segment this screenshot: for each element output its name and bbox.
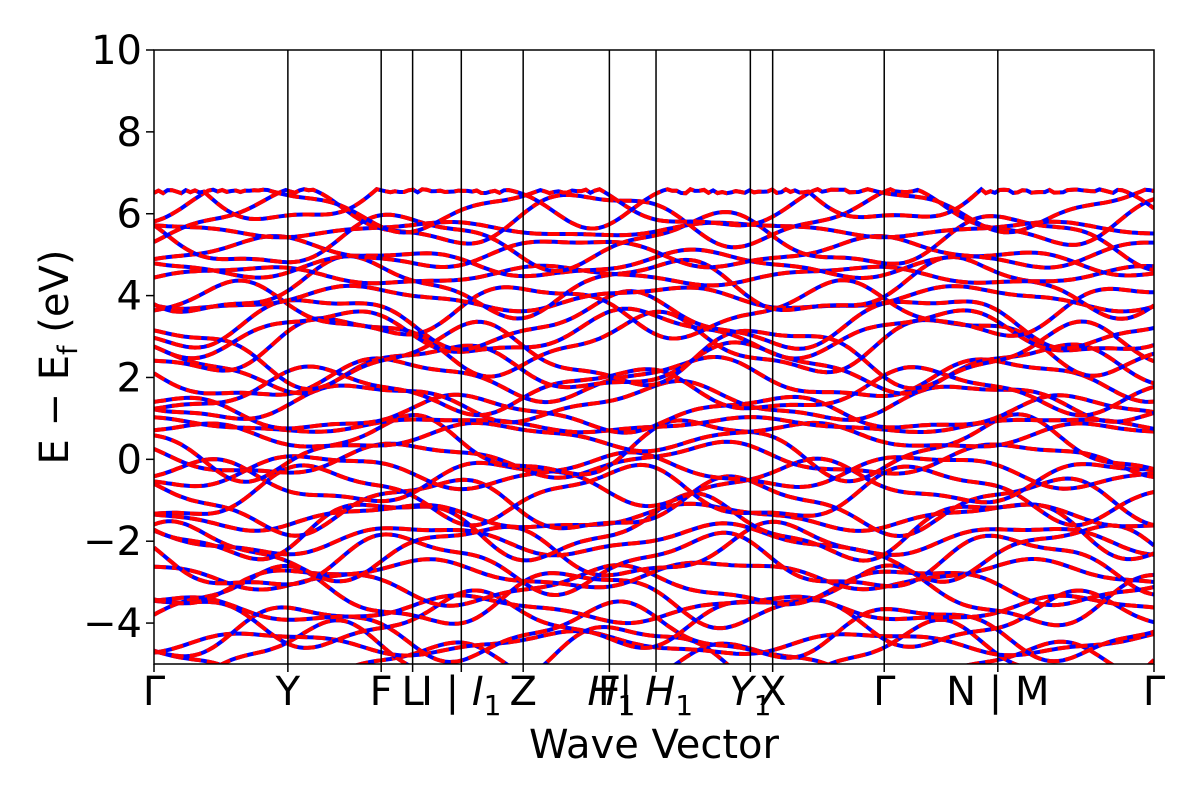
x-tick-label: Γ — [873, 669, 896, 715]
band-spin-up — [154, 392, 1154, 435]
band-spin-down — [154, 289, 1154, 352]
band-spin-down — [154, 186, 1154, 231]
plot-frame — [153, 49, 1155, 665]
x-axis-title: Wave Vector — [529, 722, 780, 768]
x-tick-label: Y1 — [729, 669, 771, 722]
band-spin-down — [154, 392, 1154, 435]
band-spin-down — [154, 501, 1154, 533]
band-spin-down — [154, 209, 1154, 273]
band-spin-down — [154, 319, 1154, 392]
y-tick-label: 10 — [91, 28, 142, 74]
y-tick-label: −4 — [83, 601, 142, 647]
band-spin-down — [154, 639, 1115, 664]
band-spin-down — [154, 519, 1154, 584]
high-symmetry-lines — [287, 50, 999, 664]
band-spin-up — [154, 588, 1154, 650]
x-tick-label: Z — [509, 669, 536, 715]
band-spin-down — [154, 456, 1154, 509]
band-spin-down — [154, 306, 1154, 361]
x-tick-label: N | M — [946, 669, 1049, 715]
y-axis-title-sub: f — [53, 344, 84, 355]
band-spin-down — [154, 340, 1154, 396]
y-tick-label: 8 — [117, 110, 142, 156]
band-spin-down — [154, 521, 1154, 558]
band-spin-down — [154, 450, 1154, 492]
y-tick-label: −2 — [83, 519, 142, 565]
y-tick-label: 4 — [117, 274, 142, 320]
band-spin-down — [154, 530, 1154, 598]
y-tick-label: 0 — [117, 437, 142, 483]
band-spin-down — [154, 263, 1154, 288]
y-axis-title-main: E − E — [32, 355, 78, 465]
x-tick-label: F — [370, 669, 393, 715]
x-tick-label: Γ — [1143, 669, 1166, 715]
bands-layer — [154, 186, 1154, 664]
y-axis-title: E − Ef (eV) — [32, 250, 84, 465]
y-axis-title-unit: (eV) — [32, 250, 78, 346]
x-tick-label: Γ — [143, 669, 166, 715]
x-tick-label: L — [401, 669, 424, 715]
y-axis: −4 −2 0 2 4 6 8 10 — [83, 28, 154, 647]
x-tick-label: | H1 — [619, 669, 693, 722]
x-tick-label: I | I1 — [421, 669, 501, 722]
band-spin-down — [154, 439, 1154, 480]
band-spin-down — [154, 187, 1154, 235]
band-spin-down — [154, 278, 1154, 341]
band-spin-down — [154, 364, 1154, 418]
band-spin-down — [154, 593, 1154, 626]
band-spin-down — [154, 254, 1154, 321]
band-spin-down — [218, 617, 1154, 664]
band-spin-down — [154, 420, 1154, 454]
y-tick-label: 6 — [117, 192, 142, 238]
band-spin-down — [154, 563, 1154, 631]
y-tick-label: 2 — [117, 355, 142, 401]
band-spin-down — [154, 474, 1154, 539]
x-tick-label: Y — [275, 669, 301, 715]
x-tick-label: X — [759, 669, 786, 715]
band-spin-down — [154, 283, 1154, 314]
x-tick-label-overlay: H1 — [587, 669, 635, 722]
band-spin-down — [154, 234, 1154, 270]
band-spin-down — [154, 599, 1154, 664]
x-tick-label: F — [598, 669, 621, 715]
